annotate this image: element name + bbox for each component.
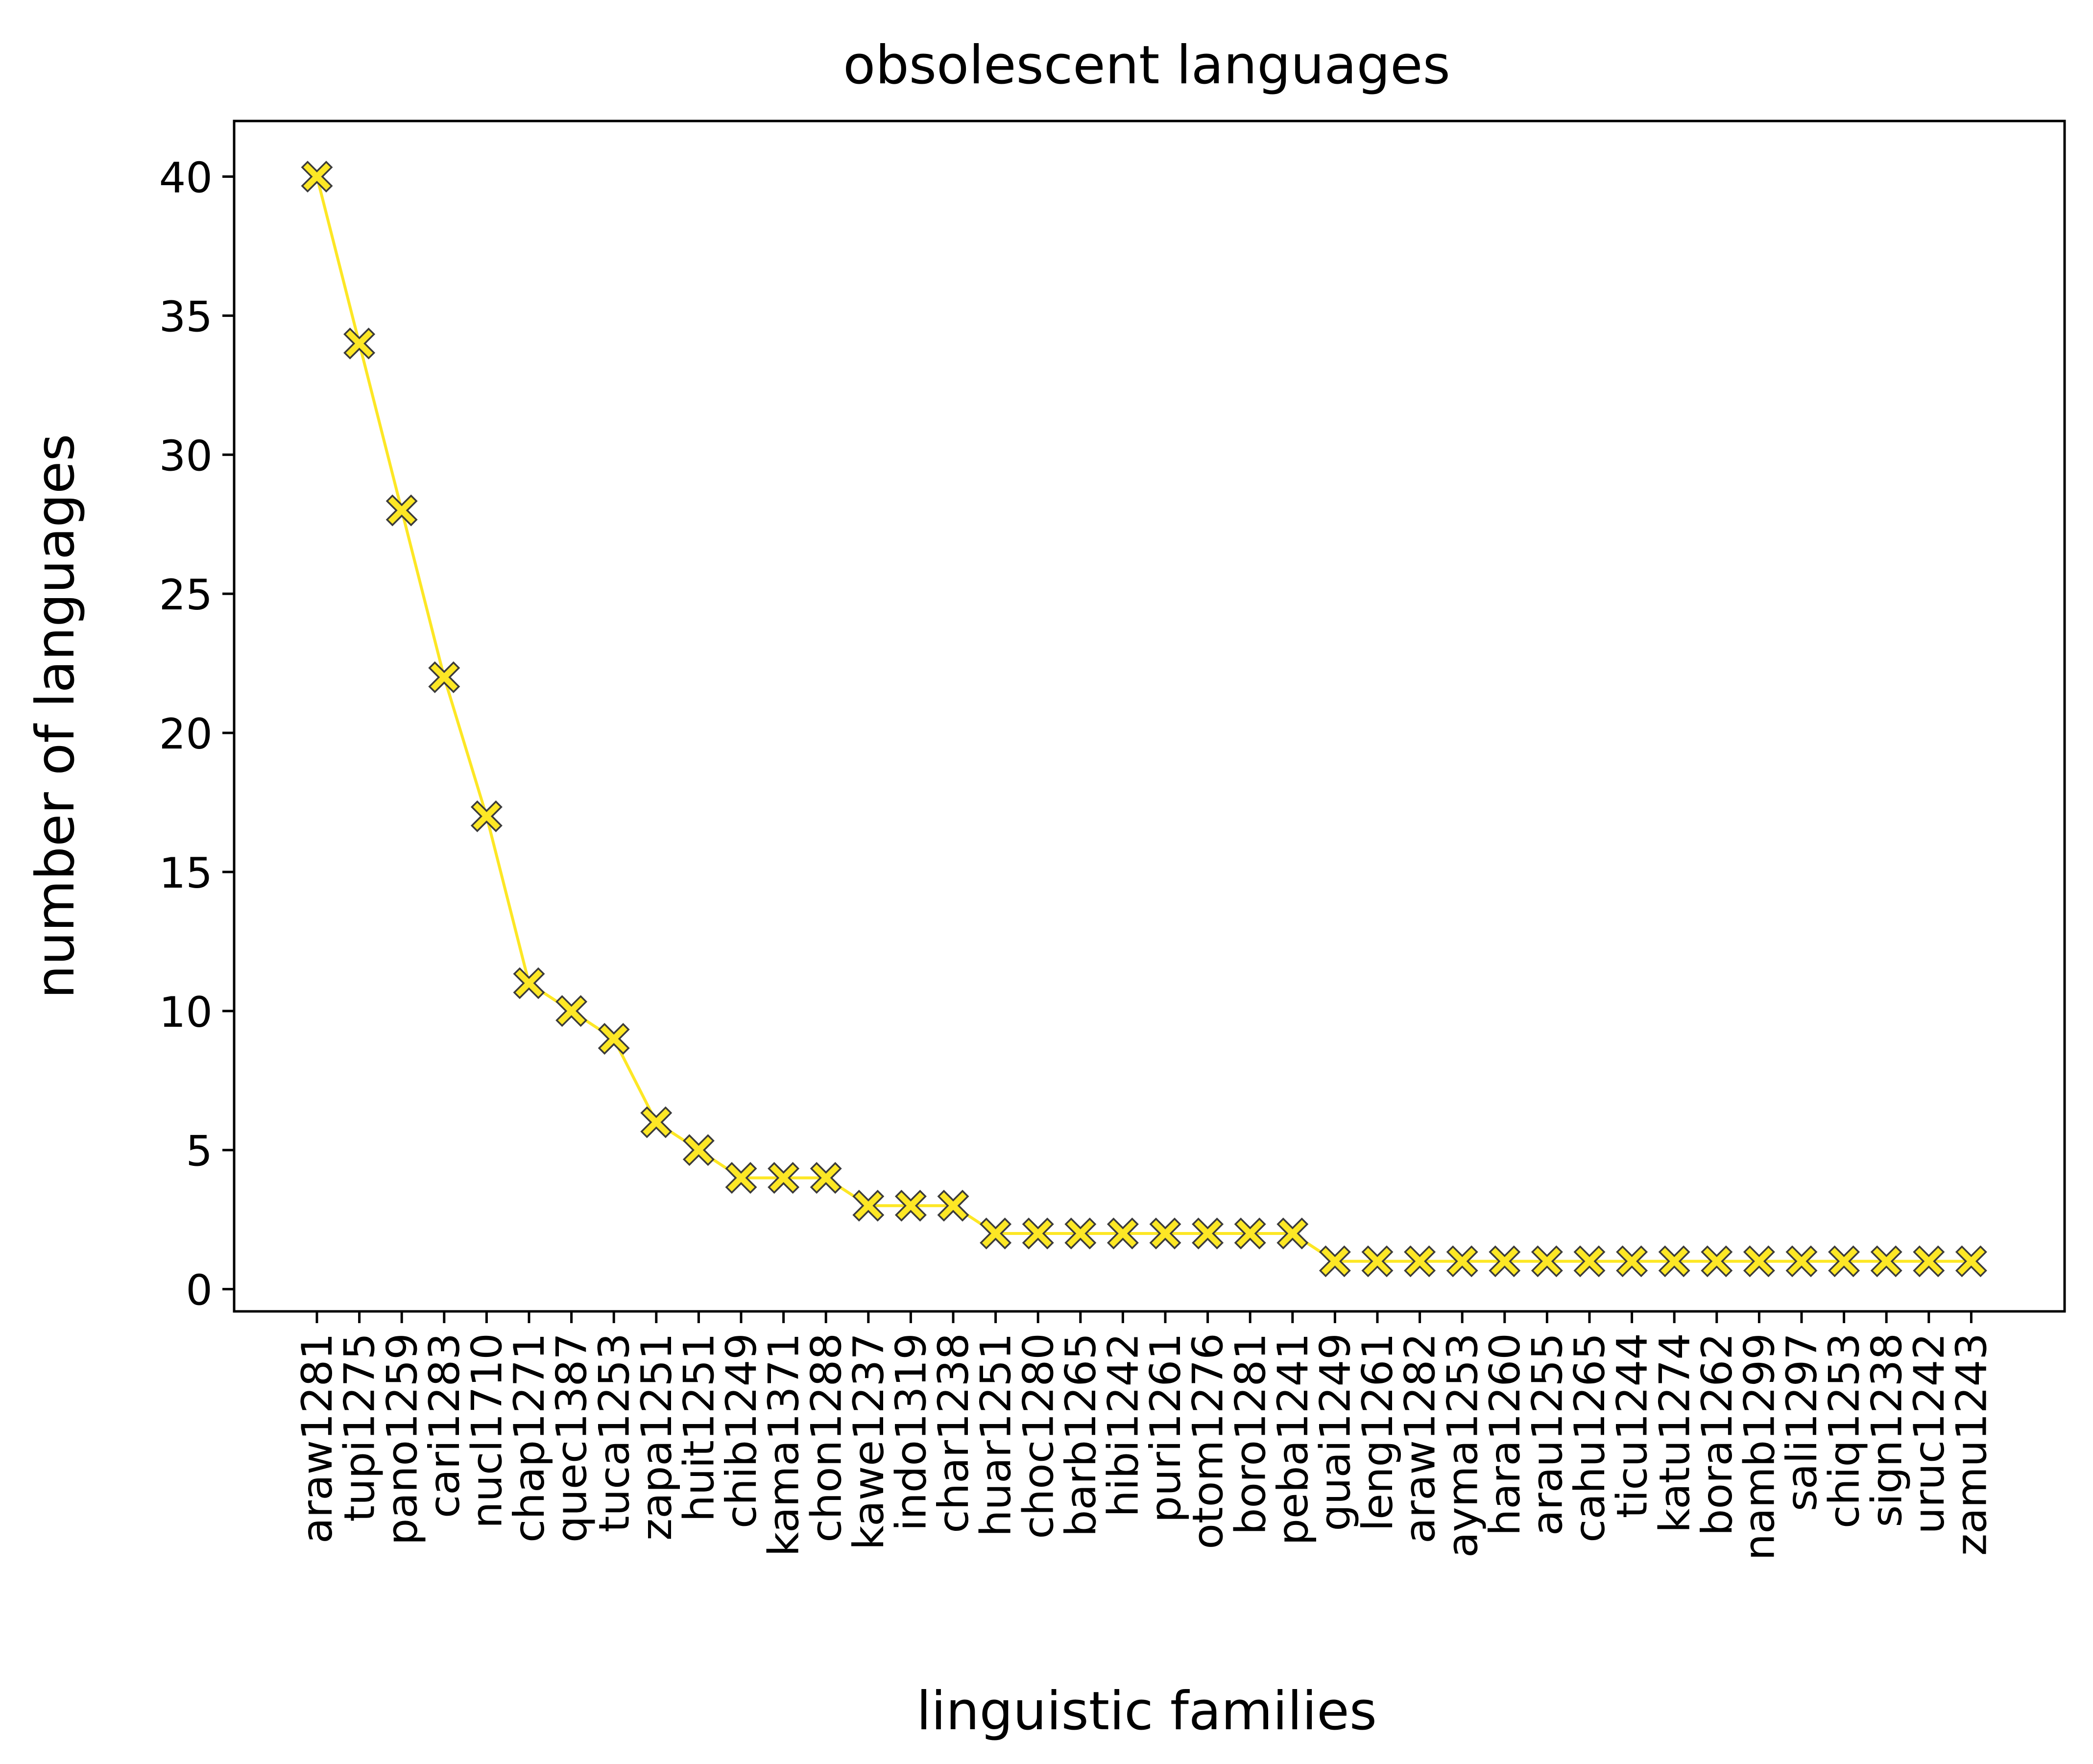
data-point (852, 1189, 885, 1222)
x-tick-label: quec1387 (548, 1333, 597, 1543)
x-tick-label: indo1319 (887, 1333, 936, 1531)
x-tick-label: hibi1242 (1099, 1333, 1148, 1517)
y-tick-label: 20 (159, 710, 213, 759)
data-point (894, 1189, 927, 1222)
data-point (1404, 1245, 1436, 1278)
x-tick-label: zapa1251 (632, 1333, 681, 1541)
data-point (385, 494, 418, 527)
data-point (1743, 1245, 1775, 1278)
data-point (1785, 1245, 1818, 1278)
data-point (1022, 1217, 1054, 1250)
plot-area: 0 5 10 15 20 25 30 35 40 araw1281tupi1275pano1259… (159, 120, 2066, 1560)
x-tick-label: barb1265 (1057, 1333, 1106, 1537)
x-tick-label: bora1262 (1693, 1333, 1742, 1536)
data-point (343, 327, 376, 360)
x-tick-label: peba1241 (1269, 1333, 1318, 1546)
chart-title: obsolescent languages (843, 35, 1450, 96)
x-tick-label: huit1251 (675, 1333, 724, 1522)
data-point (470, 800, 503, 832)
data-point (1319, 1245, 1351, 1278)
data-point (1149, 1217, 1181, 1250)
x-axis-label: linguistic families (916, 1681, 1377, 1742)
x-tick-label: araw1282 (1396, 1333, 1445, 1544)
x-tick-label: hara1260 (1481, 1333, 1530, 1536)
x-tick-label: chiq1253 (1820, 1333, 1869, 1528)
data-point (1531, 1245, 1563, 1278)
x-tick-label: namb1299 (1735, 1333, 1784, 1560)
y-axis-label: number of languages (25, 434, 86, 998)
x-tick-label: chon1288 (802, 1333, 851, 1543)
x-tick-label: guai1249 (1311, 1333, 1360, 1531)
data-point (1828, 1245, 1860, 1278)
x-tick-label: araw1281 (293, 1333, 342, 1544)
data-point (1573, 1245, 1606, 1278)
data-point (428, 661, 460, 693)
x-tick-label: chib1249 (717, 1333, 766, 1528)
x-tick-label: cari1283 (420, 1333, 469, 1518)
x-tick-label: tupi1275 (336, 1333, 385, 1522)
x-tick-label: ayma1253 (1438, 1333, 1487, 1558)
data-point (555, 995, 588, 1027)
x-tick-label: huar1251 (972, 1333, 1021, 1537)
x-tick-label: kama1371 (760, 1333, 809, 1556)
x-tick-label: tuca1253 (590, 1333, 639, 1532)
x-tick-label: nucl1710 (463, 1333, 512, 1528)
data-point (1658, 1245, 1690, 1278)
x-tick-label: pano1259 (378, 1333, 427, 1545)
x-tick-label: zamu1243 (1948, 1333, 1997, 1556)
data-point (1446, 1245, 1478, 1278)
data-point (1913, 1245, 1945, 1278)
data-point (640, 1106, 673, 1138)
y-tick-label: 40 (159, 154, 213, 203)
data-point (598, 1023, 630, 1055)
y-tick-label: 30 (159, 432, 213, 481)
y-tick-label: 0 (186, 1266, 213, 1315)
data-point (1064, 1217, 1097, 1250)
x-tick-label: char1238 (929, 1333, 978, 1533)
data-point (1361, 1245, 1394, 1278)
x-tick-label: cahu1265 (1565, 1333, 1614, 1543)
data-point (513, 967, 545, 999)
x-tick-label: uruc1242 (1905, 1333, 1954, 1534)
y-tick-label: 10 (159, 988, 213, 1037)
data-point (980, 1217, 1012, 1250)
data-point (1276, 1217, 1309, 1250)
y-tick-label: 15 (159, 849, 213, 898)
data-point (1701, 1245, 1733, 1278)
data-point (725, 1162, 757, 1194)
data-point (1955, 1245, 1987, 1278)
x-tick-label: katu1274 (1650, 1333, 1699, 1533)
data-point (1870, 1245, 1902, 1278)
data-point (301, 161, 333, 193)
x-tick-label: boro1281 (1226, 1333, 1275, 1535)
y-tick-label: 25 (159, 571, 213, 620)
x-tick-label: kawe1237 (844, 1333, 893, 1550)
x-tick-label: sign1238 (1862, 1333, 1911, 1527)
y-tick-label: 5 (186, 1127, 213, 1176)
x-tick-label: leng1261 (1353, 1333, 1402, 1531)
data-point (810, 1162, 842, 1194)
data-point (1234, 1217, 1266, 1250)
data-point (682, 1134, 715, 1166)
y-tick-label: 35 (159, 292, 213, 341)
data-point (1489, 1245, 1521, 1278)
data-point (937, 1189, 969, 1222)
x-tick-label: ticu1244 (1608, 1333, 1657, 1518)
x-tick-label: puri1261 (1141, 1333, 1190, 1522)
x-tick-label: otom1276 (1184, 1333, 1233, 1549)
x-tick-label: arau1255 (1523, 1333, 1572, 1536)
data-point (1107, 1217, 1139, 1250)
data-point (1192, 1217, 1224, 1250)
x-tick-label: choc1280 (1014, 1333, 1063, 1539)
data-point (768, 1162, 800, 1194)
data-point (1616, 1245, 1648, 1278)
x-tick-label: chap1271 (505, 1333, 554, 1543)
plot-frame (233, 120, 2066, 1313)
series-line (315, 176, 1972, 1263)
x-tick-label: sali1297 (1778, 1333, 1827, 1511)
